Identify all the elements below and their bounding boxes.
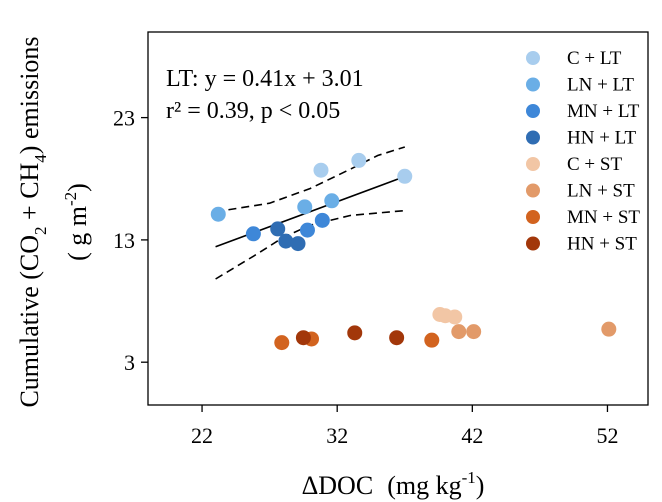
data-point bbox=[297, 199, 313, 215]
legend-marker bbox=[526, 130, 540, 145]
y-tick-label: 13 bbox=[113, 228, 135, 253]
legend-marker bbox=[526, 236, 540, 251]
legend-label: HN + ST bbox=[567, 234, 637, 255]
x-tick-label: 52 bbox=[596, 423, 618, 448]
y-tick-label: 3 bbox=[124, 350, 135, 375]
legend-marker bbox=[526, 157, 540, 171]
data-point bbox=[466, 324, 482, 340]
plot-layer: 22 32 42 52 3 13 23 bbox=[113, 31, 649, 448]
regression-equation: LT: y = 0.41x + 3.01 bbox=[166, 66, 364, 92]
data-point bbox=[278, 233, 294, 249]
legend-label: C + LT bbox=[567, 48, 622, 69]
data-point bbox=[351, 152, 367, 168]
data-point bbox=[245, 226, 261, 242]
data-point bbox=[274, 335, 290, 351]
data-point bbox=[290, 236, 306, 252]
legend-label: LN + ST bbox=[567, 181, 635, 202]
data-point bbox=[314, 212, 330, 228]
x-tick-label: 42 bbox=[461, 423, 483, 448]
regression-stats: r² = 0.39, p < 0.05 bbox=[166, 98, 340, 124]
legend-label: C + ST bbox=[567, 154, 622, 175]
data-point bbox=[313, 162, 329, 178]
data-point bbox=[389, 330, 405, 346]
x-tick-label: 22 bbox=[191, 423, 213, 448]
legend-label: LN + LT bbox=[567, 75, 634, 96]
x-axis-title: ΔDOC (mg kg-1) bbox=[302, 468, 485, 500]
data-point bbox=[210, 206, 226, 222]
data-point bbox=[347, 325, 363, 341]
legend-label: MN + LT bbox=[567, 101, 640, 122]
data-point bbox=[447, 309, 463, 325]
data-point bbox=[601, 321, 617, 337]
data-point bbox=[324, 193, 340, 209]
legend-marker bbox=[526, 77, 540, 92]
legend-label: HN + LT bbox=[567, 128, 637, 149]
legend-marker bbox=[526, 210, 540, 224]
x-tick-label: 32 bbox=[326, 423, 348, 448]
legend: C + LT LN + LT MN + LT HN + LT C + ST LN + ST… bbox=[526, 48, 640, 255]
data-point bbox=[424, 332, 440, 348]
plot-frame bbox=[147, 31, 649, 406]
y-axis-title-line2: ( g m-2) bbox=[61, 183, 92, 261]
data-point bbox=[299, 222, 315, 238]
legend-marker bbox=[526, 104, 540, 118]
confidence-band-upper bbox=[215, 146, 406, 213]
data-point bbox=[295, 330, 311, 346]
confidence-band-lower bbox=[215, 209, 405, 280]
legend-marker bbox=[526, 51, 540, 65]
y-tick-label: 23 bbox=[113, 106, 135, 131]
data-point bbox=[397, 168, 413, 184]
legend-marker bbox=[526, 183, 540, 198]
data-point bbox=[270, 221, 286, 237]
data-point bbox=[451, 324, 467, 340]
legend-label: MN + ST bbox=[567, 207, 640, 228]
y-axis-title-line1: Cumulative (CO2 + CH4) emissions bbox=[15, 36, 50, 407]
